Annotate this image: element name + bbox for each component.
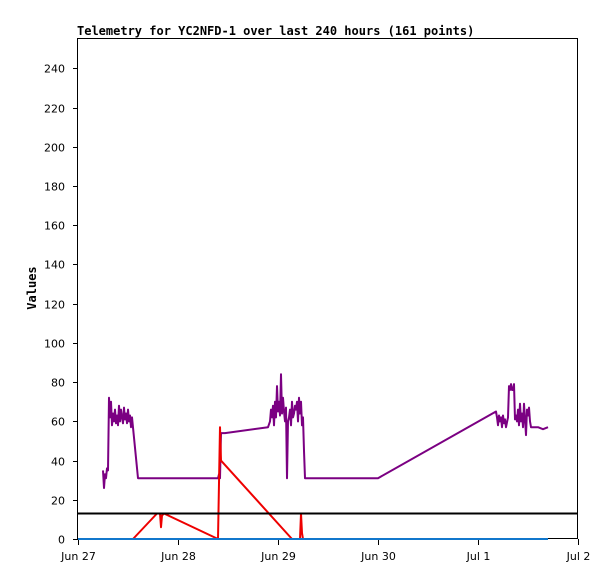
x-axis: Jun 27 Jun 28 Jun 29 Jun 30 Jul 1 Jul 2: [60, 539, 590, 563]
y-tick-label: 20: [51, 495, 65, 508]
y-tick-label: 200: [44, 142, 65, 155]
x-tick-label: Jun 30: [360, 550, 396, 563]
x-tick-label: Jun 28: [160, 550, 196, 563]
series-line-2: [132, 426, 304, 540]
y-tick-label: 220: [44, 103, 65, 116]
y-tick-label: 100: [44, 338, 65, 351]
x-tick-label: Jul 2: [566, 550, 591, 563]
series-lines: [78, 373, 578, 540]
series-line-1: [102, 373, 549, 489]
y-axis-label: Values: [25, 266, 39, 309]
plot-frame: [77, 38, 578, 539]
y-tick-label: 160: [44, 220, 65, 233]
y-tick-label: 140: [44, 259, 65, 272]
y-axis: 0 20 40 60 80 100 120 140 160 180 200 220 240: [44, 63, 78, 547]
y-tick-label: 120: [44, 299, 65, 312]
y-tick-label: 0: [58, 534, 65, 547]
x-tick-label: Jul 1: [466, 550, 491, 563]
y-tick-label: 60: [51, 416, 65, 429]
y-tick-label: 80: [51, 377, 65, 390]
y-tick-label: 40: [51, 456, 65, 469]
chart-title: Telemetry for YC2NFD-1 over last 240 hou…: [77, 24, 474, 38]
y-tick-label: 240: [44, 63, 65, 76]
x-tick-label: Jun 27: [60, 550, 96, 563]
x-tick-label: Jun 29: [260, 550, 296, 563]
y-tick-label: 180: [44, 181, 65, 194]
